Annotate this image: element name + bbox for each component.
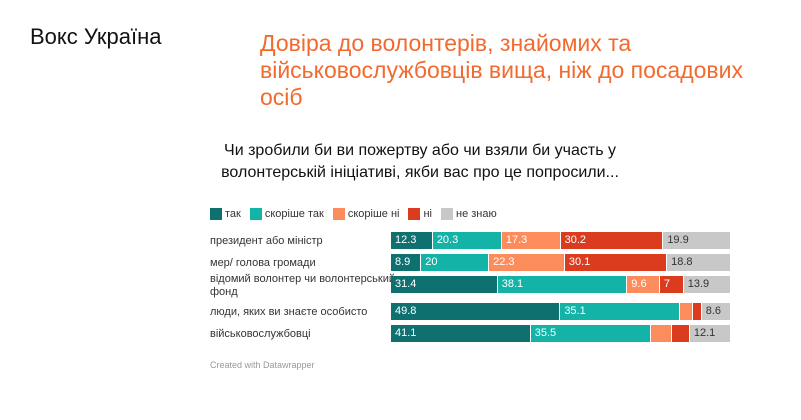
- brand-name: Вокс Україна: [30, 24, 162, 49]
- bar-segment: 35.1: [560, 303, 680, 320]
- bar-segment: [651, 325, 672, 342]
- bar-segment: 35.5: [530, 325, 652, 342]
- legend-label: так: [225, 208, 241, 220]
- legend: так скоріше так скоріше ні ні не знаю: [210, 208, 497, 220]
- legend-label: ні: [423, 208, 432, 220]
- bar-segment: [679, 303, 693, 320]
- legend-item: ні: [408, 208, 432, 220]
- legend-swatch: [332, 208, 345, 220]
- bar-segment: 9.6: [627, 276, 660, 293]
- bar-segment: 8.6: [701, 303, 731, 320]
- bar-segment: 38.1: [497, 276, 628, 293]
- legend-item: так: [210, 208, 241, 220]
- bar-segment: 22.3: [489, 254, 565, 271]
- bar-row: 8.9 20 22.3 30.1 18.8: [391, 254, 731, 271]
- bar-segment: 17.3: [501, 232, 561, 249]
- legend-swatch: [441, 208, 453, 220]
- legend-item: скоріше ні: [332, 208, 400, 220]
- category-label: мер/ голова громади: [210, 257, 316, 269]
- bar-segment: 49.8: [391, 303, 561, 320]
- bar-segment: 20.3: [432, 232, 502, 249]
- legend-item: скоріше так: [249, 208, 324, 220]
- bar-row: 31.4 38.1 9.6 7 13.9: [391, 276, 731, 293]
- bar-segment: 12.1: [689, 325, 731, 342]
- bar-segment: 13.9: [683, 276, 731, 293]
- category-label: військовослужбовці: [210, 328, 311, 340]
- category-label: відомий волонтер чи волонтерський фонд: [210, 273, 396, 298]
- bar-segment: 30.2: [560, 232, 664, 249]
- legend-label: скоріше ні: [347, 208, 400, 220]
- category-label: президент або міністр: [210, 235, 323, 247]
- bar-segment: 12.3: [391, 232, 433, 249]
- chart-title: Чи зробили би ви пожертву або чи взяли б…: [221, 142, 619, 181]
- bar-segment: 30.1: [564, 254, 668, 271]
- legend-swatch: [408, 208, 421, 220]
- legend-swatch: [249, 208, 262, 220]
- legend-label: не знаю: [456, 208, 497, 220]
- bar-row: 12.3 20.3 17.3 30.2 19.9: [391, 232, 731, 249]
- bar-segment: 19.9: [663, 232, 731, 249]
- bar-row: 41.1 35.5 12.1: [391, 325, 731, 342]
- bar-segment: 20: [421, 254, 490, 271]
- bar-segment: 41.1: [391, 325, 531, 342]
- slide-title: Довіра до волонтерів, знайомих та військ…: [260, 30, 743, 110]
- category-label: люди, яких ви знаєте особисто: [210, 306, 368, 318]
- bar-segment: [692, 303, 702, 320]
- bar-segment: 18.8: [667, 254, 731, 271]
- legend-item: не знаю: [441, 208, 497, 220]
- bar-row: 49.8 35.1 8.6: [391, 303, 731, 320]
- legend-swatch: [210, 208, 222, 220]
- bar-segment: 7: [659, 276, 684, 293]
- bar-segment: 8.9: [391, 254, 422, 271]
- bar-segment: [671, 325, 690, 342]
- bar-segment: 31.4: [391, 276, 498, 293]
- footer-credit: Created with Datawrapper: [210, 360, 315, 370]
- legend-label: скоріше так: [264, 208, 324, 220]
